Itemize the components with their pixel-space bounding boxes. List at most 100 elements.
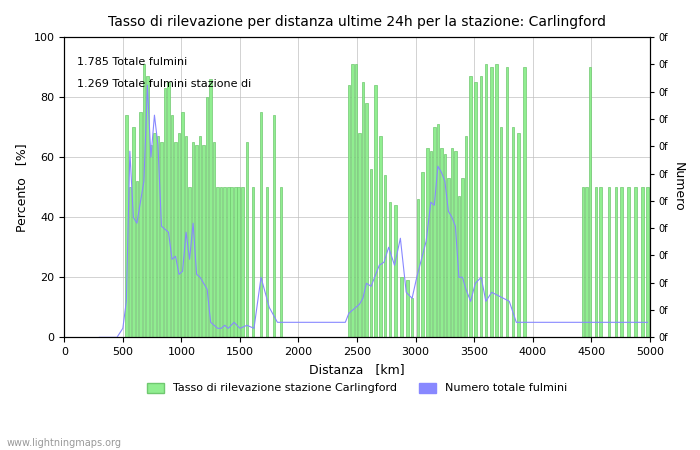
Bar	[454, 151, 456, 338]
Bar	[192, 142, 195, 338]
Bar	[174, 142, 177, 338]
Bar	[234, 187, 237, 338]
Bar	[634, 187, 637, 338]
Bar	[167, 82, 170, 338]
Bar	[469, 76, 472, 338]
Bar	[136, 181, 138, 338]
Bar	[615, 187, 617, 338]
Bar	[202, 145, 205, 338]
Bar	[241, 187, 244, 338]
Text: 1.269 Totale fulmini stazione di: 1.269 Totale fulmini stazione di	[77, 79, 251, 89]
Bar	[185, 136, 188, 338]
Bar	[157, 136, 160, 338]
Bar	[160, 142, 163, 338]
Bar	[437, 124, 439, 338]
Bar	[416, 199, 419, 338]
Bar	[451, 148, 453, 338]
Text: www.lightningmaps.org: www.lightningmaps.org	[7, 437, 122, 447]
Bar	[237, 187, 240, 338]
Bar	[608, 187, 610, 338]
Bar	[447, 178, 449, 338]
Bar	[213, 142, 216, 338]
Bar	[351, 64, 354, 338]
Bar	[430, 151, 432, 338]
Bar	[517, 133, 520, 338]
Bar	[171, 115, 174, 338]
Bar	[348, 85, 350, 338]
Bar	[500, 127, 503, 338]
Bar	[495, 64, 498, 338]
Bar	[589, 67, 591, 338]
Bar	[139, 112, 141, 338]
X-axis label: Distanza   [km]: Distanza [km]	[309, 363, 405, 376]
Bar	[150, 145, 152, 338]
Bar	[444, 154, 446, 338]
Bar	[199, 136, 202, 338]
Y-axis label: Percento   [%]: Percento [%]	[15, 143, 28, 232]
Bar	[362, 82, 364, 338]
Bar	[132, 127, 134, 338]
Legend: Tasso di rilevazione stazione Carlingford, Numero totale fulmini: Tasso di rilevazione stazione Carlingfor…	[143, 378, 571, 398]
Text: 1.785 Totale fulmini: 1.785 Totale fulmini	[77, 57, 188, 67]
Bar	[411, 298, 414, 338]
Bar	[641, 187, 644, 338]
Bar	[279, 187, 282, 338]
Bar	[164, 88, 167, 338]
Bar	[220, 187, 223, 338]
Bar	[260, 112, 262, 338]
Bar	[265, 187, 268, 338]
Bar	[582, 187, 584, 338]
Bar	[394, 205, 397, 338]
Bar	[421, 172, 424, 338]
Bar	[272, 115, 275, 338]
Bar	[433, 127, 435, 338]
Bar	[209, 79, 212, 338]
Bar	[206, 97, 209, 338]
Bar	[143, 64, 145, 338]
Bar	[512, 127, 514, 338]
Bar	[384, 175, 386, 338]
Bar	[251, 187, 254, 338]
Bar	[491, 67, 493, 338]
Bar	[400, 277, 402, 338]
Bar	[223, 187, 226, 338]
Bar	[480, 76, 482, 338]
Bar	[227, 187, 230, 338]
Bar	[125, 115, 127, 338]
Bar	[188, 187, 191, 338]
Title: Tasso di rilevazione per distanza ultime 24h per la stazione: Carlingford: Tasso di rilevazione per distanza ultime…	[108, 15, 606, 29]
Bar	[465, 136, 467, 338]
Bar	[195, 145, 198, 338]
Bar	[646, 187, 649, 338]
Bar	[146, 76, 148, 338]
Bar	[365, 103, 368, 338]
Bar	[216, 187, 219, 338]
Bar	[181, 112, 184, 338]
Bar	[379, 136, 382, 338]
Bar	[440, 148, 442, 338]
Bar	[370, 169, 372, 338]
Bar	[374, 85, 377, 338]
Y-axis label: Numero: Numero	[672, 162, 685, 212]
Bar	[458, 196, 460, 338]
Bar	[599, 187, 602, 338]
Bar	[484, 64, 487, 338]
Bar	[406, 280, 409, 338]
Bar	[129, 187, 131, 338]
Bar	[230, 187, 233, 338]
Bar	[178, 133, 181, 338]
Bar	[246, 142, 248, 338]
Bar	[474, 82, 477, 338]
Bar	[620, 187, 623, 338]
Bar	[358, 133, 361, 338]
Bar	[523, 67, 526, 338]
Bar	[627, 187, 630, 338]
Bar	[355, 64, 357, 338]
Bar	[505, 67, 508, 338]
Bar	[594, 187, 597, 338]
Bar	[585, 187, 588, 338]
Bar	[426, 148, 428, 338]
Bar	[389, 202, 391, 338]
Bar	[461, 178, 463, 338]
Bar	[153, 133, 155, 338]
